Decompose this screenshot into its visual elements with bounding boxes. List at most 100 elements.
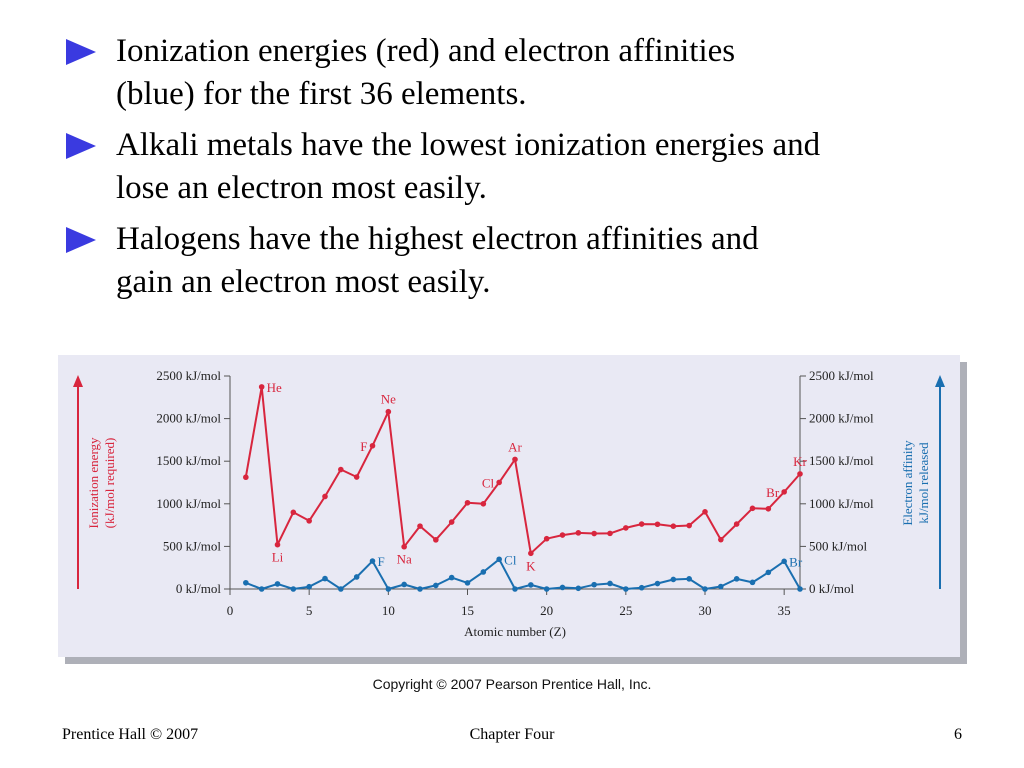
- affinity-data-point: [369, 558, 376, 564]
- affinity-data-point: [338, 586, 344, 592]
- ionization-element-label: He: [267, 380, 282, 395]
- footer-left: Prentice Hall © 2007: [62, 726, 199, 743]
- ionization-data-point: [464, 499, 471, 506]
- ionization-data-point: [306, 518, 312, 524]
- ionization-data-point: [512, 456, 518, 463]
- affinity-data-point: [607, 580, 613, 587]
- ionization-data-point: [243, 474, 249, 481]
- affinity-data-point: [543, 586, 550, 592]
- ionization-element-label: Ne: [381, 392, 396, 407]
- ionization-data-point: [369, 442, 376, 449]
- left-y-tick-label: 1500 kJ/mol: [156, 453, 221, 468]
- ionization-data-point: [480, 501, 487, 507]
- ionization-data-point: [718, 536, 724, 543]
- ionization-data-point: [290, 509, 297, 516]
- affinity-data-point: [258, 586, 265, 592]
- bullet-item: Alkali metals have the lowest ionization…: [62, 124, 992, 210]
- ionization-data-point: [607, 530, 613, 537]
- affinity-data-point: [306, 583, 312, 590]
- ionization-element-label: Li: [272, 550, 284, 565]
- bullet-list: Ionization energies (red) and electron a…: [62, 30, 992, 312]
- ionization-data-point: [322, 493, 328, 500]
- right-y-tick-label: 500 kJ/mol: [809, 538, 868, 553]
- ionization-data-point: [670, 523, 677, 530]
- affinity-data-point: [528, 582, 534, 588]
- affinity-data-point: [322, 575, 328, 582]
- affinity-data-point: [718, 583, 724, 590]
- ionization-data-point: [448, 519, 455, 525]
- ionization-data-point: [638, 521, 645, 527]
- ionization-element-label: Na: [397, 552, 412, 567]
- ionization-data-point: [417, 523, 423, 529]
- bullet-item: Ionization energies (red) and electron a…: [62, 30, 992, 116]
- ionization-element-label: Cl: [482, 475, 495, 490]
- up-arrow-icon: [73, 375, 83, 387]
- affinity-data-point: [654, 580, 661, 587]
- affinity-data-point: [448, 574, 455, 581]
- ionization-data-point: [338, 466, 344, 473]
- ionization-element-label: Kr: [793, 454, 807, 469]
- ionization-data-point: [797, 471, 803, 477]
- affinity-data-point: [686, 576, 692, 582]
- ionization-data-point: [591, 530, 597, 537]
- ionization-affinity-chart: 0 kJ/mol 0 kJ/mol 500 kJ/mol 500 kJ/mol 1000…: [73, 368, 945, 639]
- affinity-data-point: [353, 574, 360, 580]
- chart-figure: 0 kJ/mol 0 kJ/mol 500 kJ/mol 500 kJ/mol 1000…: [58, 355, 960, 657]
- ionization-data-point: [781, 489, 787, 495]
- right-axis-title: Electron affinity: [900, 440, 915, 526]
- bullet-line: Ionization energies (red) and electron a…: [116, 33, 736, 69]
- left-y-tick-label: 1000 kJ/mol: [156, 496, 221, 511]
- right-y-tick-label: 2000 kJ/mol: [809, 411, 874, 426]
- ionization-data-point: [274, 541, 281, 548]
- affinity-data-point: [243, 579, 249, 586]
- affinity-data-point: [274, 581, 281, 587]
- affinity-data-point: [781, 558, 787, 565]
- ionization-data-point: [433, 537, 439, 543]
- x-tick-label: 20: [540, 603, 553, 618]
- bullet-line: lose an electron most easily.: [116, 170, 487, 206]
- affinity-data-point: [575, 585, 582, 592]
- affinity-data-point: [385, 586, 392, 592]
- right-y-tick-label: 1000 kJ/mol: [809, 496, 874, 511]
- ionization-data-point: [353, 474, 360, 480]
- ionization-series-line: [244, 385, 801, 555]
- left-y-tick-label: 0 kJ/mol: [176, 581, 222, 596]
- left-axis-title: Ionization energy: [86, 437, 101, 529]
- bullet-line: (blue) for the first 36 elements.: [116, 76, 527, 112]
- x-tick-label: 30: [699, 603, 712, 618]
- right-axis-subtitle: kJ/mol released: [916, 442, 931, 524]
- affinity-data-point: [749, 579, 756, 586]
- bullet-line: gain an electron most easily.: [116, 264, 491, 300]
- ionization-data-point: [623, 525, 629, 531]
- ionization-element-label: Br: [766, 485, 780, 500]
- affinity-data-point: [290, 586, 297, 592]
- affinity-data-point: [512, 586, 518, 592]
- ionization-data-point: [401, 543, 407, 550]
- x-tick-label: 25: [619, 603, 632, 618]
- affinity-data-point: [670, 576, 677, 583]
- ionization-data-point: [528, 550, 534, 557]
- bullet-arrow-icon: [66, 133, 96, 159]
- affinity-element-label: Br: [789, 554, 803, 569]
- affinity-data-point: [623, 586, 629, 592]
- affinity-data-point: [765, 569, 772, 576]
- ionization-data-point: [733, 521, 740, 527]
- ionization-data-point: [654, 521, 661, 528]
- bullet-line: Halogens have the highest electron affin…: [116, 221, 759, 257]
- ionization-element-label: F: [360, 439, 367, 454]
- x-tick-label: 0: [227, 603, 234, 618]
- copyright-text: Copyright © 2007 Pearson Prentice Hall, …: [372, 676, 652, 692]
- bullet-arrow-icon: [66, 227, 96, 253]
- ionization-element-label: K: [526, 558, 536, 573]
- ionization-data-point: [749, 505, 756, 512]
- ionization-data-point: [702, 509, 708, 515]
- x-tick-label: 35: [778, 603, 791, 618]
- affinity-data-point: [496, 556, 502, 563]
- x-tick-label: 10: [382, 603, 395, 618]
- affinity-element-label: Cl: [504, 552, 517, 567]
- affinity-data-point: [401, 581, 407, 588]
- bullet-line: Alkali metals have the lowest ionization…: [116, 127, 821, 163]
- right-y-tick-label: 2500 kJ/mol: [809, 368, 874, 383]
- ionization-data-point: [543, 535, 550, 542]
- ionization-data-point: [496, 479, 502, 486]
